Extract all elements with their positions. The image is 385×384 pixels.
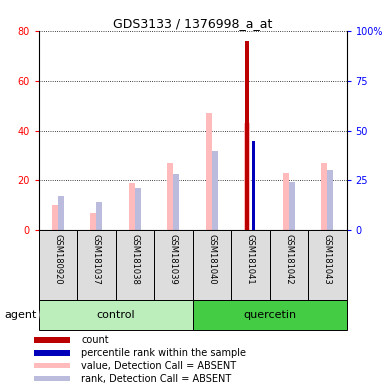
Text: GSM181037: GSM181037 [92,234,101,285]
Text: GSM180920: GSM180920 [53,234,62,285]
Bar [327,170,333,230]
Text: GSM181042: GSM181042 [284,234,293,285]
Bar [231,230,270,300]
Bar [246,41,249,230]
Text: GSM181041: GSM181041 [246,234,255,285]
Bar [34,363,70,368]
Text: percentile rank within the sample: percentile rank within the sample [82,348,246,358]
Bar [90,213,96,230]
Bar [289,182,295,230]
Text: GSM181038: GSM181038 [130,234,139,285]
Text: agent: agent [4,310,37,320]
Bar [34,376,70,381]
Bar [154,230,192,300]
Text: GSM181040: GSM181040 [207,234,216,285]
Title: GDS3133 / 1376998_a_at: GDS3133 / 1376998_a_at [113,17,272,30]
Bar [96,202,102,230]
Bar [129,183,135,230]
Text: rank, Detection Call = ABSENT: rank, Detection Call = ABSENT [82,374,232,384]
Bar [135,189,141,230]
Text: quercetin: quercetin [243,310,296,320]
Bar [38,230,77,300]
Polygon shape [38,307,39,323]
Bar [192,230,231,300]
Bar [34,350,70,356]
Bar [77,230,116,300]
Bar [116,230,154,300]
Bar [244,123,250,230]
Bar [270,230,308,300]
Text: GSM181039: GSM181039 [169,234,178,285]
Text: value, Detection Call = ABSENT: value, Detection Call = ABSENT [82,361,236,371]
Text: count: count [82,335,109,345]
Bar [308,230,346,300]
Bar [192,300,346,330]
Bar [167,163,173,230]
Bar [38,300,192,330]
Bar [173,174,179,230]
Bar [321,163,327,230]
Bar [283,173,289,230]
Bar [212,151,218,230]
Bar [206,113,212,230]
Bar [58,197,64,230]
Bar [252,141,255,230]
Text: GSM181043: GSM181043 [323,234,332,285]
Bar [52,205,58,230]
Bar [34,337,70,343]
Text: control: control [96,310,135,320]
